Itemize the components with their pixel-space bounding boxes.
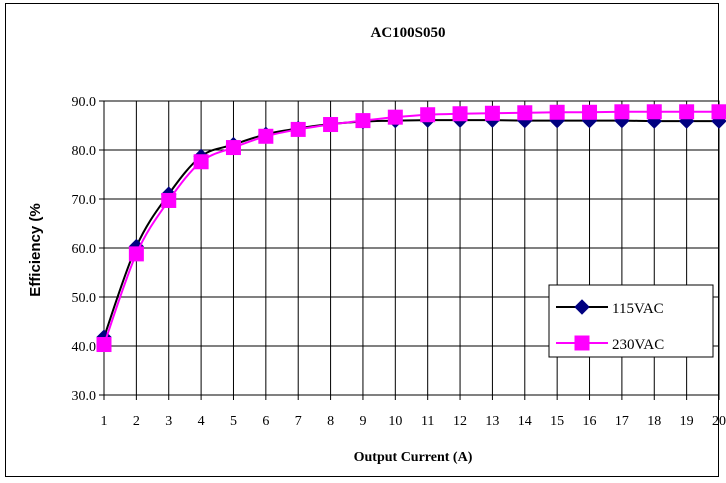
- x-tick-label: 11: [421, 414, 434, 429]
- legend-label-230vac: 230VAC: [612, 337, 664, 353]
- data-point-230vac: [355, 113, 371, 129]
- data-point-230vac: [679, 104, 695, 120]
- y-tick-label: 30.0: [72, 389, 97, 404]
- data-point-230vac: [711, 104, 726, 120]
- data-point-230vac: [549, 104, 565, 120]
- x-tick-label: 9: [359, 414, 366, 429]
- x-tick-label: 19: [680, 414, 694, 429]
- data-point-230vac: [484, 105, 500, 121]
- x-tick-label: 17: [615, 414, 629, 429]
- data-point-230vac: [193, 154, 209, 170]
- x-tick-label: 14: [518, 414, 532, 429]
- legend-marker-115vac: [574, 299, 590, 315]
- y-tick-label: 90.0: [72, 95, 97, 110]
- x-axis-ticks: 1 2 3 4 5 6 7 8 9 10 11 12 13 14 15 16 17 18 19 20: [101, 395, 726, 429]
- x-tick-label: 2: [133, 414, 140, 429]
- data-point-230vac: [225, 140, 241, 156]
- legend-label-115vac: 115VAC: [612, 301, 664, 317]
- x-axis-label: Output Current (A): [354, 450, 473, 465]
- y-tick-label: 80.0: [72, 144, 97, 159]
- x-tick-label: 6: [262, 414, 269, 429]
- x-tick-label: 10: [388, 414, 402, 429]
- y-axis-label: Efficiency (%: [27, 203, 44, 296]
- data-point-230vac: [161, 192, 177, 208]
- series-230vac: [96, 104, 726, 353]
- data-point-230vac: [582, 104, 598, 120]
- data-point-230vac: [614, 104, 630, 120]
- y-tick-label: 60.0: [72, 242, 97, 257]
- data-point-230vac: [258, 128, 274, 144]
- x-tick-label: 13: [485, 414, 499, 429]
- x-tick-label: 5: [230, 414, 237, 429]
- y-tick-label: 50.0: [72, 291, 97, 306]
- x-tick-label: 16: [583, 414, 597, 429]
- x-tick-label: 4: [198, 414, 205, 429]
- data-point-230vac: [420, 107, 436, 123]
- x-tick-label: 18: [647, 414, 661, 429]
- series-group: [96, 104, 726, 353]
- x-tick-label: 7: [295, 414, 302, 429]
- x-tick-label: 3: [165, 414, 172, 429]
- y-tick-label: 40.0: [72, 340, 97, 355]
- y-axis-ticks: 30.0 40.0 50.0 60.0 70.0 80.0 90.0: [72, 95, 104, 404]
- x-tick-label: 8: [327, 414, 334, 429]
- legend-marker-230vac: [574, 335, 590, 351]
- y-tick-label: 70.0: [72, 193, 97, 208]
- data-point-230vac: [387, 109, 403, 125]
- data-point-230vac: [646, 104, 662, 120]
- data-point-230vac: [290, 121, 306, 137]
- x-tick-label: 15: [550, 414, 564, 429]
- x-tick-label: 12: [453, 414, 467, 429]
- x-tick-label: 20: [712, 414, 726, 429]
- data-point-230vac: [517, 105, 533, 121]
- chart-title: AC100S050: [370, 25, 445, 41]
- x-tick-label: 1: [101, 414, 108, 429]
- chart-frame: [5, 3, 719, 477]
- legend: 115VAC 230VAC: [548, 284, 714, 358]
- data-point-230vac: [96, 337, 112, 353]
- data-point-230vac: [323, 117, 339, 133]
- data-point-230vac: [128, 246, 144, 262]
- data-point-230vac: [452, 106, 468, 122]
